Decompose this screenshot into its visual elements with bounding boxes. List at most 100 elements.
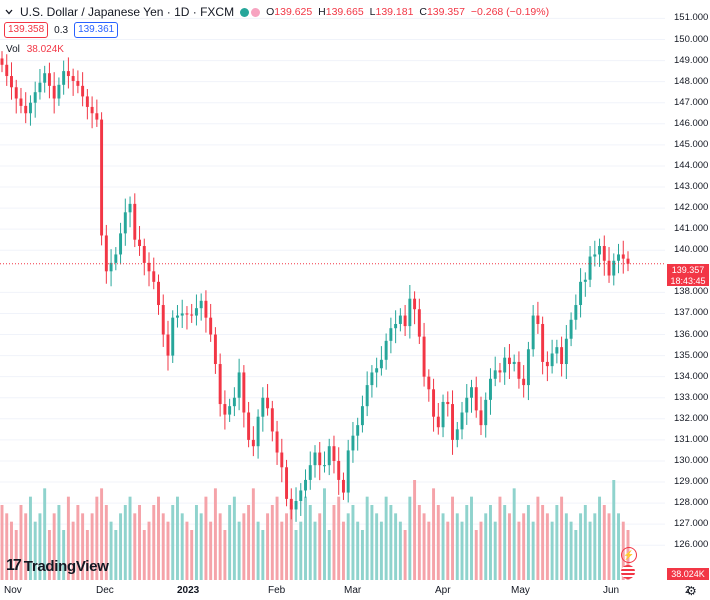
candle-body <box>602 246 606 261</box>
volume-bar <box>474 530 478 580</box>
volume-bar <box>270 505 274 580</box>
candle-body <box>299 490 303 501</box>
volume-bar <box>247 505 251 580</box>
volume-bar <box>308 505 312 580</box>
candle-body <box>403 315 407 327</box>
candle-body <box>541 323 545 362</box>
candle-body <box>232 397 236 407</box>
candle-body <box>138 239 142 247</box>
volume-bar <box>71 521 75 580</box>
candle-body <box>579 281 583 306</box>
candle-body <box>564 338 568 365</box>
volume-value: 38.024K <box>26 44 64 55</box>
volume-bar <box>104 505 108 580</box>
candle-body <box>484 399 488 426</box>
candle-body <box>100 119 104 236</box>
candle-body <box>81 85 85 97</box>
sell-price-button[interactable]: 139.358 <box>4 22 49 38</box>
candle-body <box>455 429 459 440</box>
volume-bar <box>261 530 265 580</box>
tradingview-logo[interactable]: 17 TradingView <box>6 557 109 575</box>
volume-bar <box>119 513 123 580</box>
candle-body <box>275 431 279 453</box>
volume-bar <box>356 521 360 580</box>
volume-bar <box>289 505 293 580</box>
volume-bar <box>157 496 160 580</box>
volume-bar <box>398 521 402 580</box>
time-axis-label: Mar <box>344 585 362 596</box>
price-axis-label: 131.000 <box>674 433 709 445</box>
volume-bar <box>569 521 573 580</box>
settings-gear-icon[interactable]: ⚙ <box>686 584 697 598</box>
candle-body <box>161 305 165 335</box>
candle-body <box>261 397 265 417</box>
volume-bar <box>460 521 464 580</box>
time-axis-label: Nov <box>4 585 22 596</box>
candle-body <box>427 376 431 390</box>
volume-bar <box>19 505 23 580</box>
volume-bar <box>379 521 383 580</box>
volume-bar <box>85 530 89 580</box>
collapse-chevron-icon[interactable] <box>4 7 14 17</box>
candle-body <box>109 262 113 272</box>
time-axis-label: 2 <box>685 585 691 596</box>
candle-body <box>398 315 402 324</box>
candle-body <box>612 260 616 276</box>
volume-bar <box>147 521 151 580</box>
candle-body <box>28 102 32 114</box>
volume-legend: Vol 38.024K <box>6 44 64 55</box>
volume-bar <box>232 496 236 580</box>
candle-body <box>465 397 469 413</box>
price-axis-label: 140.000 <box>674 244 709 256</box>
candle-body <box>323 465 326 467</box>
price-axis-label: 133.000 <box>674 391 709 403</box>
volume-bar <box>199 513 203 580</box>
volume-bar <box>166 521 170 580</box>
candle-body <box>90 106 94 114</box>
candle-body <box>218 364 222 405</box>
candle-body <box>337 460 341 480</box>
candle-body <box>52 85 56 99</box>
candle-body <box>607 260 611 276</box>
volume-bar <box>583 505 587 580</box>
candle-body <box>626 258 630 264</box>
candle-body <box>270 408 274 432</box>
ohlc-values: O139.625 H139.665 L139.181 C139.357 −0.2… <box>266 6 550 18</box>
bar-countdown: 18:43:45 <box>670 275 706 286</box>
candle-body <box>365 385 369 407</box>
candle-body <box>213 334 217 365</box>
candle-body <box>413 298 417 310</box>
candle-body <box>436 416 440 428</box>
volume-bar <box>517 521 521 580</box>
spread-value: 0.3 <box>54 24 69 36</box>
change-value: −0.268 (−0.19%) <box>470 6 550 18</box>
lightning-icon[interactable]: ⚡ <box>621 547 637 563</box>
candle-body <box>228 406 232 415</box>
candle-body <box>33 92 37 103</box>
candle-body <box>422 336 426 377</box>
candle-body <box>147 262 151 272</box>
candle-body <box>379 359 383 369</box>
volume-bar <box>484 513 488 580</box>
candle-body <box>375 368 379 373</box>
volume-bar <box>24 513 28 580</box>
volume-bar <box>432 488 436 580</box>
candle-body <box>555 347 559 354</box>
candle-body <box>593 254 597 257</box>
volume-bar <box>171 505 175 580</box>
candle-body <box>598 246 602 255</box>
candle-body <box>432 389 436 417</box>
candle-body <box>346 450 350 493</box>
volume-bar <box>251 488 255 580</box>
candle-body <box>574 305 578 320</box>
volume-bar <box>550 521 554 580</box>
candle-body <box>493 370 497 379</box>
volume-bar <box>560 496 564 580</box>
buy-price-button[interactable]: 139.361 <box>74 22 119 38</box>
volume-bar <box>384 496 388 580</box>
volume-bar <box>479 521 483 580</box>
volume-bar <box>304 496 307 580</box>
symbol-title[interactable]: U.S. Dollar / Japanese Yen · 1D · FXCM <box>20 5 235 19</box>
us-flag-icon[interactable] <box>621 565 635 579</box>
